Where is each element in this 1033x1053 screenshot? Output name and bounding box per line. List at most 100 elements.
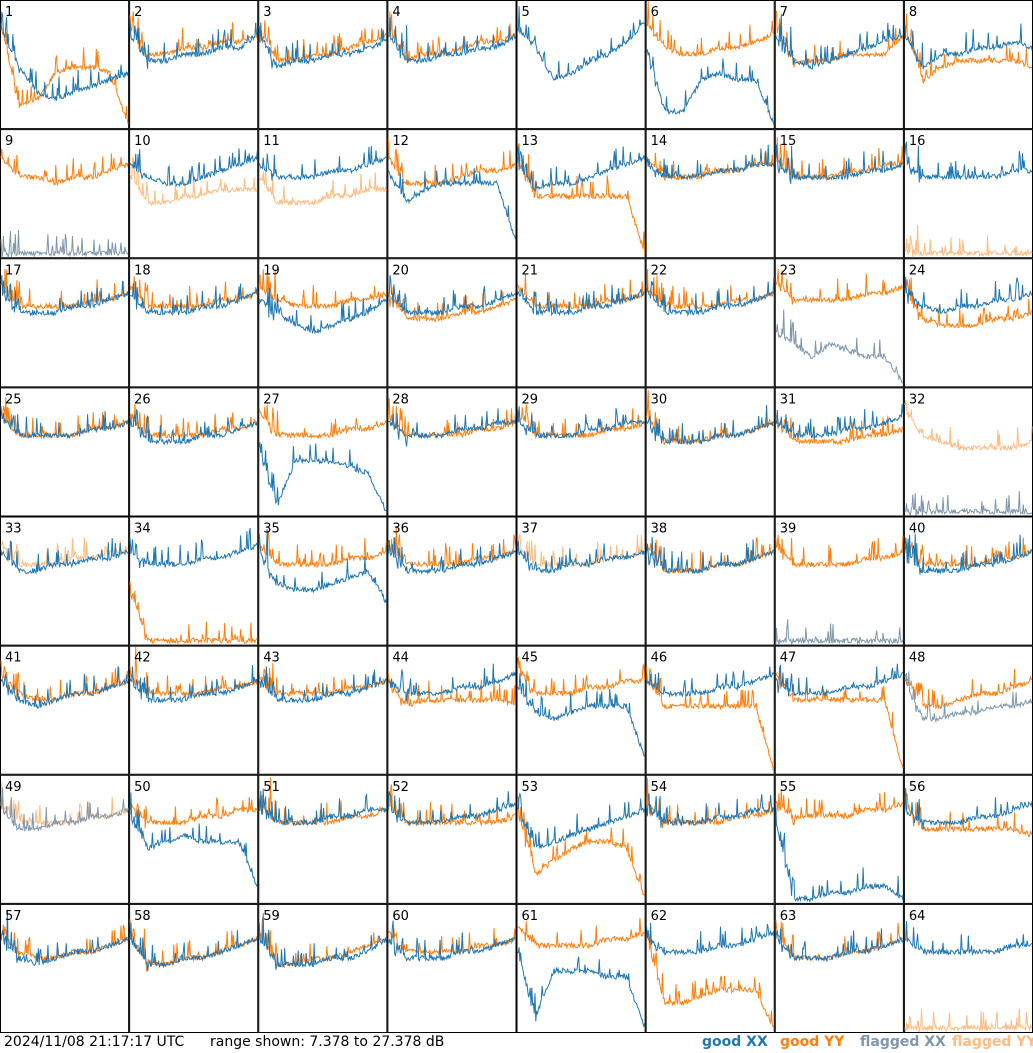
panel-18: 18 — [129, 258, 259, 388]
series-yy-32 — [904, 400, 1033, 453]
series-yy-17 — [0, 268, 129, 310]
panel-frame — [387, 387, 517, 517]
panel-label: 59 — [263, 909, 280, 924]
panel-59: 59 — [258, 903, 388, 1033]
series-xx-46 — [646, 666, 775, 698]
panel-label: 3 — [263, 5, 271, 20]
series-xx-29 — [517, 406, 646, 440]
series-yy-31 — [775, 414, 904, 447]
panel-60: 60 — [387, 903, 517, 1033]
legend-good-xx: good XX — [702, 1034, 768, 1050]
panel-13: 13 — [516, 129, 646, 259]
panel-frame — [258, 645, 388, 775]
series-xx-15 — [775, 144, 904, 184]
panel-label: 42 — [134, 651, 151, 666]
panel-label: 12 — [392, 134, 409, 149]
series-yy-53 — [517, 795, 646, 897]
panel-7: 7 — [774, 0, 904, 130]
series-yy-61 — [517, 917, 645, 950]
panel-label: 36 — [392, 522, 409, 537]
panel-24: 24 — [903, 258, 1033, 388]
series-xx-14 — [646, 144, 775, 181]
series-xx-6 — [646, 48, 775, 125]
series-xx-21 — [517, 284, 645, 317]
panel-23: 23 — [774, 258, 904, 388]
panel-48: 48 — [903, 645, 1033, 775]
panel-frame — [258, 0, 388, 130]
panel-label: 14 — [651, 134, 668, 149]
panel-frame — [516, 258, 646, 388]
panel-54: 54 — [645, 774, 775, 904]
panel-frame — [774, 903, 904, 1033]
panel-label: 15 — [780, 134, 797, 149]
series-yy-4 — [387, 11, 516, 63]
series-yy-21 — [517, 274, 645, 311]
panel-38: 38 — [645, 516, 775, 646]
panel-frame — [903, 774, 1033, 904]
panel-label: 17 — [5, 263, 22, 278]
panel-47: 47 — [774, 645, 904, 775]
panel-label: 44 — [392, 651, 409, 666]
series-xx-22 — [646, 277, 775, 317]
panel-label: 16 — [909, 134, 926, 149]
panel-label: 35 — [263, 522, 280, 537]
series-yy-35 — [258, 530, 387, 569]
series-xx-3 — [258, 22, 387, 69]
panel-frame — [903, 645, 1033, 775]
series-yy-34 — [129, 581, 258, 645]
series-yy-64 — [904, 1008, 1033, 1033]
panel-frame — [645, 516, 775, 646]
series-xx-7 — [775, 13, 903, 70]
panel-label: 5 — [522, 5, 530, 20]
series-yy-44 — [387, 673, 516, 709]
series-yy-50 — [129, 796, 258, 829]
series-xx-4 — [388, 17, 516, 65]
panel-label: 64 — [909, 909, 926, 924]
series-xx-40 — [904, 533, 1033, 575]
panel-33: 33 — [0, 516, 130, 646]
panel-40: 40 — [903, 516, 1033, 646]
panel-16: 16 — [903, 129, 1033, 259]
series-xx-54 — [646, 793, 775, 828]
panel-frame — [0, 129, 130, 259]
panel-frame — [129, 903, 259, 1033]
panel-10: 10 — [129, 129, 259, 259]
panel-44: 44 — [387, 645, 517, 775]
panel-53: 53 — [516, 774, 646, 904]
series-yy-48 — [904, 669, 1033, 710]
panel-label: 32 — [909, 392, 926, 407]
panel-57: 57 — [0, 903, 130, 1033]
panel-label: 50 — [134, 780, 151, 795]
series-yy-3 — [258, 20, 387, 65]
series-xx-44 — [388, 663, 516, 702]
series-yy-18 — [129, 276, 258, 311]
series-yy-45 — [517, 657, 646, 698]
panel-28: 28 — [387, 387, 517, 517]
series-yy-11 — [258, 166, 387, 207]
series-xx-16 — [904, 141, 1033, 183]
series-xx-47 — [775, 663, 904, 697]
series-xx-50 — [129, 792, 258, 887]
panel-frame — [516, 387, 646, 517]
panel-label: 13 — [522, 134, 539, 149]
panel-41: 41 — [0, 645, 130, 775]
panel-label: 8 — [909, 5, 917, 20]
series-xx-13 — [517, 146, 646, 193]
series-xx-64 — [904, 921, 1033, 956]
series-yy-9 — [0, 148, 129, 186]
panel-20: 20 — [387, 258, 517, 388]
panel-frame — [258, 129, 388, 259]
panel-label: 20 — [392, 263, 409, 278]
series-xx-62 — [646, 922, 775, 957]
panel-58: 58 — [129, 903, 259, 1033]
panel-frame — [903, 129, 1033, 259]
panel-4: 4 — [387, 0, 517, 130]
series-xx-27 — [258, 442, 387, 512]
panel-frame — [774, 645, 904, 775]
series-xx-55 — [775, 804, 904, 903]
panel-frame — [0, 774, 130, 904]
timestamp: 2024/11/08 21:17:17 UTC — [4, 1034, 185, 1050]
series-yy-39 — [775, 534, 904, 569]
panel-36: 36 — [387, 516, 517, 646]
panel-frame — [129, 129, 259, 259]
